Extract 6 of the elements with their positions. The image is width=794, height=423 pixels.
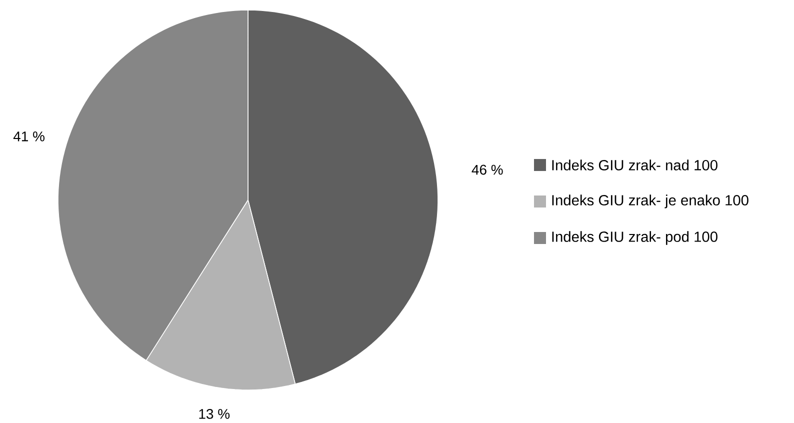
data-label: 13 % [199,408,230,419]
legend-label: Indeks GIU zrak- nad 100 [552,159,718,170]
legend-label: Indeks GIU zrak- pod 100 [552,231,718,245]
data-label: 41 % [13,131,44,142]
data-label: 46 % [472,164,503,175]
legend-label: Indeks GIU zrak- je enako 100 [552,194,748,208]
